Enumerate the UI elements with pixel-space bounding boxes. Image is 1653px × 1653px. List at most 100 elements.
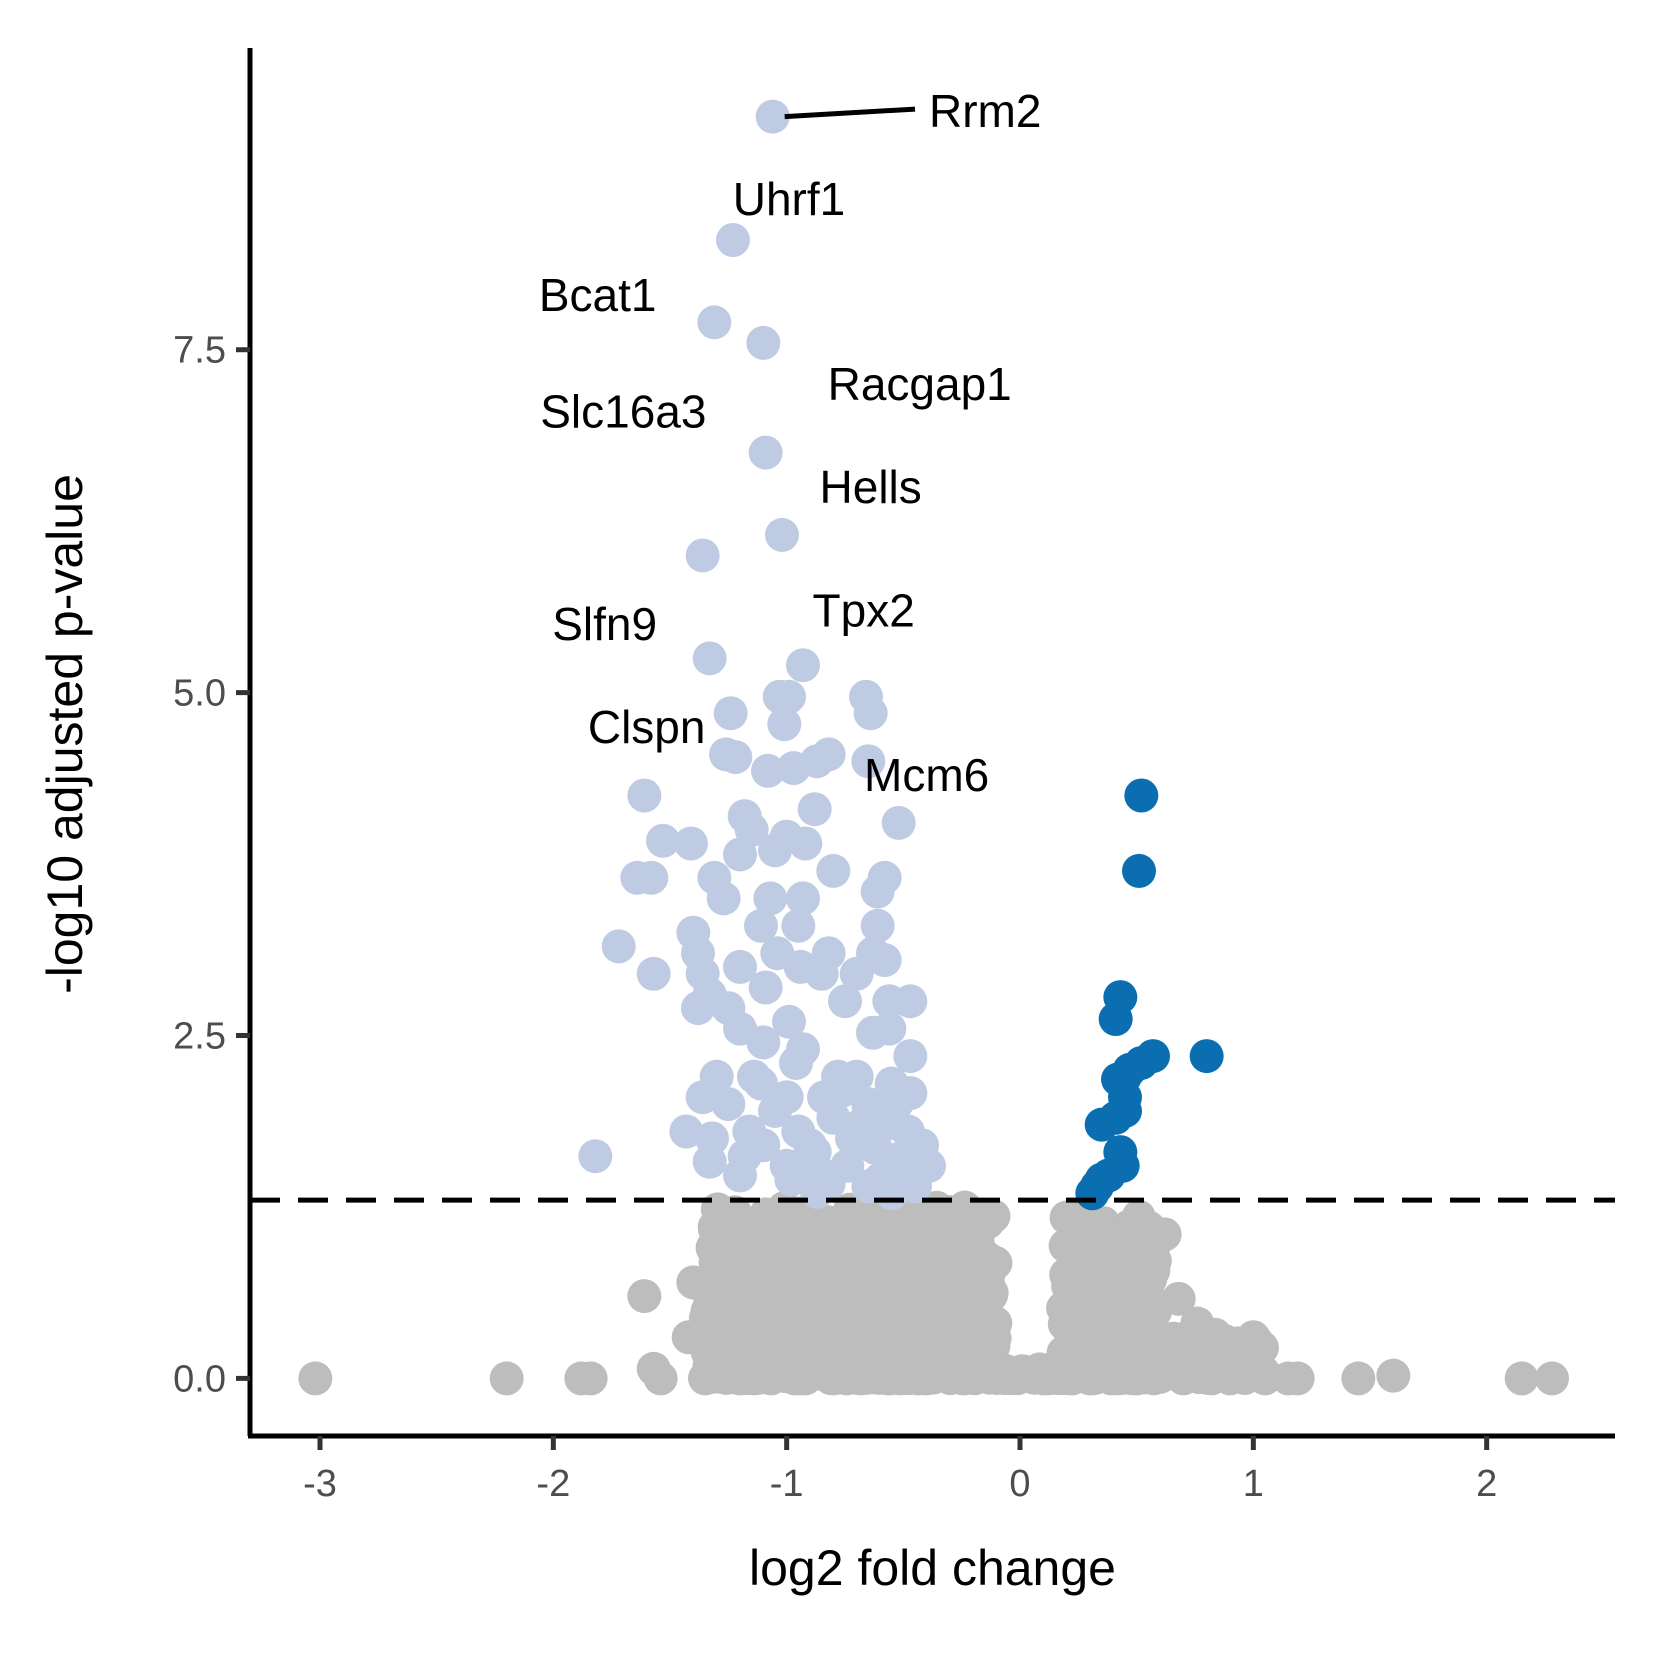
y-tick-label: 7.5 xyxy=(173,330,226,372)
ns-point xyxy=(734,1312,769,1347)
gene-label: Rrm2 xyxy=(929,85,1041,137)
down-point xyxy=(779,1045,813,1080)
down-point xyxy=(774,1162,809,1197)
ns-point xyxy=(726,1265,761,1300)
down-point xyxy=(893,984,928,1019)
ns-point xyxy=(1271,1361,1306,1396)
down-point xyxy=(860,908,895,943)
x-tick-label: 2 xyxy=(1476,1463,1497,1505)
up-point xyxy=(1098,1002,1133,1037)
down-point xyxy=(674,826,708,861)
ns-point xyxy=(671,1320,706,1355)
down-point xyxy=(767,707,802,742)
down-point xyxy=(765,517,799,552)
down-point xyxy=(636,956,671,991)
ns-point xyxy=(676,1265,711,1300)
down-point xyxy=(881,805,916,840)
down-point xyxy=(893,1076,928,1111)
down-point xyxy=(863,1162,897,1197)
down-point xyxy=(748,435,783,470)
down-point xyxy=(804,956,839,991)
up-point xyxy=(1124,778,1159,813)
down-point xyxy=(802,1155,837,1190)
down-point xyxy=(788,826,823,861)
downregulated-points xyxy=(578,99,946,1211)
ns-point xyxy=(1194,1333,1229,1368)
ns-point xyxy=(1147,1217,1182,1252)
gene-label: Clspn xyxy=(588,701,706,753)
down-point xyxy=(872,1011,907,1046)
y-tick-label: 0.0 xyxy=(173,1358,226,1400)
ns-point xyxy=(1166,1361,1201,1396)
ns-point xyxy=(885,1271,920,1306)
x-axis-title: log2 fold change xyxy=(749,1540,1116,1596)
y-tick-label: 2.5 xyxy=(173,1016,226,1058)
y-axis-title: -log10 adjusted p-value xyxy=(37,474,93,994)
up-point xyxy=(1122,853,1156,888)
x-tick-label: -3 xyxy=(303,1463,337,1505)
down-point xyxy=(718,740,753,775)
ns-point xyxy=(788,1214,823,1249)
gene-labels: Rrm2 Uhrf1 Bcat1 Racgap1 Slc16a3 Hells Slfn9 Tp… xyxy=(539,85,1042,801)
down-point xyxy=(646,823,680,858)
ns-point xyxy=(1161,1281,1196,1316)
down-point xyxy=(601,929,636,964)
down-point xyxy=(893,1039,928,1074)
down-point xyxy=(828,984,862,1019)
ns-point xyxy=(1136,1253,1171,1288)
down-point xyxy=(748,970,783,1005)
ns-point xyxy=(1248,1361,1282,1396)
x-axis-ticks: -3 -2 -1 0 1 2 xyxy=(303,1436,1497,1505)
ns-point xyxy=(1236,1320,1271,1355)
x-tick-label: -1 xyxy=(770,1463,804,1505)
ns-point xyxy=(914,1248,949,1283)
up-point xyxy=(1189,1039,1224,1074)
ns-point xyxy=(972,1254,1007,1289)
down-point xyxy=(758,1093,792,1128)
ns-point xyxy=(627,1279,662,1314)
down-point xyxy=(746,1025,781,1060)
down-point xyxy=(853,696,888,731)
ns-point xyxy=(1376,1358,1411,1393)
ns-point xyxy=(930,1219,965,1254)
gene-label: Tpx2 xyxy=(813,584,915,636)
ns-point xyxy=(1141,1324,1176,1359)
down-point xyxy=(692,641,727,676)
down-point xyxy=(755,99,790,134)
down-point xyxy=(685,538,720,573)
ns-point xyxy=(298,1361,333,1396)
ns-point xyxy=(1026,1361,1061,1396)
gene-label: Hells xyxy=(820,461,922,513)
ns-point xyxy=(1535,1361,1569,1396)
ns-point xyxy=(1073,1252,1108,1287)
x-tick-label: -2 xyxy=(536,1463,570,1505)
down-point xyxy=(772,679,806,714)
down-point xyxy=(776,751,811,786)
y-tick-label: 5.0 xyxy=(173,673,226,715)
up-point xyxy=(1084,1107,1119,1142)
down-point xyxy=(578,1139,613,1174)
ns-point xyxy=(1046,1291,1081,1326)
ns-point xyxy=(1180,1306,1215,1341)
up-point xyxy=(1075,1176,1110,1211)
ns-point xyxy=(1100,1264,1135,1299)
down-point xyxy=(758,833,792,868)
ns-point xyxy=(704,1204,739,1239)
down-point xyxy=(851,744,886,779)
down-point xyxy=(692,1144,727,1179)
gene-label: Slc16a3 xyxy=(540,385,706,437)
down-point xyxy=(751,753,785,788)
ns-point xyxy=(573,1361,608,1396)
ns-point xyxy=(1119,1361,1154,1396)
ns-point xyxy=(816,1361,851,1396)
down-point xyxy=(816,853,851,888)
down-point xyxy=(797,792,832,827)
down-point xyxy=(781,908,816,943)
ns-point xyxy=(1504,1361,1539,1396)
ns-point xyxy=(489,1361,524,1396)
ns-point xyxy=(643,1361,678,1396)
x-tick-label: 1 xyxy=(1243,1463,1264,1505)
down-point xyxy=(727,1139,762,1174)
ns-point xyxy=(774,1246,809,1281)
